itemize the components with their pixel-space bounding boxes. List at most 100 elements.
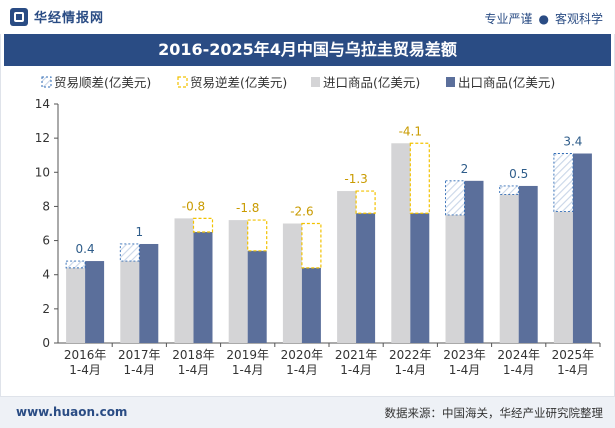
balance-data-label: 0.5 [509, 167, 528, 181]
x-tick-label-line: 1-4月 [232, 363, 264, 377]
balance-data-label: 3.4 [563, 135, 582, 149]
legend-swatch-import [311, 77, 320, 87]
x-tick-label-line: 2020年 [281, 348, 324, 362]
deficit-bar [301, 222, 322, 269]
brand[interactable]: 华经情报网 [10, 7, 104, 26]
y-tick-label: 12 [35, 131, 50, 145]
import-bar [391, 143, 411, 343]
export-bar [410, 213, 430, 343]
x-tick-label: 2017年 1-4月 [118, 348, 161, 377]
title-bar: 2016-2025年4月中国与乌拉圭贸易差额 [4, 34, 611, 66]
import-bar [174, 218, 194, 343]
export-bar [247, 250, 267, 343]
slogan: 专业严谨 ● 客观科学 [484, 10, 603, 27]
brand-name: 华经情报网 [34, 11, 105, 26]
legend-swatch-surplus [41, 76, 52, 88]
surplus-bar [119, 243, 140, 262]
legend-swatch-export [446, 77, 455, 87]
import-bar [445, 214, 465, 343]
slogan-dot-icon: ● [538, 12, 549, 26]
legend-label: 贸易顺差(亿美元) [54, 75, 151, 90]
top-bar: 华经情报网 专业严谨 ● 客观科学 [0, 0, 615, 34]
x-tick-label-line: 1-4月 [503, 363, 535, 377]
export-bar [301, 267, 321, 343]
deficit-bar [409, 142, 430, 214]
legend-label: 贸易逆差(亿美元) [190, 75, 287, 90]
y-tick-label: 6 [42, 234, 50, 248]
x-tick-label: 2023年 1-4月 [443, 348, 486, 377]
balance-data-label: -4.1 [399, 124, 422, 138]
brand-logo-icon [10, 7, 28, 26]
export-bar [572, 153, 592, 343]
y-tick-label: 10 [35, 165, 50, 179]
surplus-bar [553, 153, 574, 212]
y-tick-label: 8 [42, 199, 50, 213]
x-tick-label-line: 1-4月 [557, 363, 589, 377]
chart-title: 2016-2025年4月中国与乌拉圭贸易差额 [158, 40, 457, 59]
balance-data-label: -1.3 [344, 172, 367, 186]
export-bar [139, 243, 159, 343]
balance-data-label: -2.6 [290, 205, 313, 219]
x-tick-label-line: 1-4月 [394, 363, 426, 377]
balance-data-label: 0.4 [76, 242, 95, 256]
x-tick-label-line: 2022年 [389, 348, 432, 362]
import-bar [120, 261, 140, 343]
import-bar [553, 211, 573, 343]
legend-swatch-deficit [177, 76, 188, 88]
export-bar [356, 213, 376, 343]
export-bar [193, 232, 213, 343]
x-tick-label-line: 1-4月 [123, 363, 155, 377]
surplus-bar [445, 180, 465, 216]
balance-data-label: 1 [135, 225, 143, 239]
x-tick-label-line: 1-4月 [178, 363, 210, 377]
surplus-bar [65, 260, 86, 269]
legend-label: 出口商品(亿美元) [458, 75, 555, 90]
x-tick-label: 2020年 1-4月 [281, 348, 324, 377]
x-tick-label-line: 2016年 [64, 348, 107, 362]
x-tick-label-line: 2019年 [226, 348, 269, 362]
legend-label: 进口商品(亿美元) [323, 75, 420, 90]
x-tick-label-line: 1-4月 [69, 363, 101, 377]
import-bar [337, 191, 357, 343]
deficit-bar [355, 190, 376, 214]
footer-source: 数据来源：中国海关，华经产业研究院整理 [384, 406, 604, 420]
import-bar [228, 220, 248, 343]
x-tick-label-line: 1-4月 [286, 363, 318, 377]
footer-site-link[interactable]: www.huaon.com [16, 405, 128, 419]
x-tick-label-line: 2017年 [118, 348, 161, 362]
balance-data-label: 2 [461, 162, 469, 176]
x-tick-label-line: 2021年 [335, 348, 378, 362]
y-tick-label: 14 [35, 97, 50, 111]
footer: www.huaon.com 数据来源：中国海关，华经产业研究院整理 [0, 396, 615, 428]
y-tick-label: 0 [42, 336, 50, 350]
export-bar [85, 261, 105, 343]
import-bar [66, 267, 86, 343]
export-bar [518, 185, 538, 343]
x-tick-label-line: 2024年 [497, 348, 540, 362]
x-tick-label: 2021年 1-4月 [335, 348, 378, 377]
slogan-right: 客观科学 [554, 12, 603, 26]
x-tick-label: 2018年 1-4月 [172, 348, 215, 377]
deficit-bar [247, 219, 268, 252]
x-tick-label-line: 1-4月 [340, 363, 372, 377]
y-tick-label: 4 [42, 268, 50, 282]
chart-bars [65, 142, 592, 343]
x-tick-label-line: 2023年 [443, 348, 486, 362]
export-bar [464, 180, 484, 343]
trade-balance-chart: 贸易顺差(亿美元) 贸易逆差(亿美元) 进口商品(亿美元) 出口商品(亿美元) 0 2 4… [35, 75, 601, 377]
x-tick-label: 2025年 1-4月 [552, 348, 595, 377]
x-tick-label-line: 1-4月 [449, 363, 481, 377]
slogan-left: 专业严谨 [484, 12, 533, 26]
x-tick-label: 2019年 1-4月 [226, 348, 269, 377]
x-tick-label: 2024年 1-4月 [497, 348, 540, 377]
import-bar [282, 223, 302, 343]
chart-legend: 贸易顺差(亿美元) 贸易逆差(亿美元) 进口商品(亿美元) 出口商品(亿美元) [41, 75, 555, 90]
surplus-bar [499, 185, 520, 195]
balance-data-label: -1.8 [236, 201, 259, 215]
y-tick-label: 2 [42, 302, 50, 316]
deficit-bar [192, 217, 214, 233]
x-tick-label-line: 2025年 [552, 348, 595, 362]
import-bar [499, 194, 519, 343]
x-tick-label: 2016年 1-4月 [64, 348, 107, 377]
